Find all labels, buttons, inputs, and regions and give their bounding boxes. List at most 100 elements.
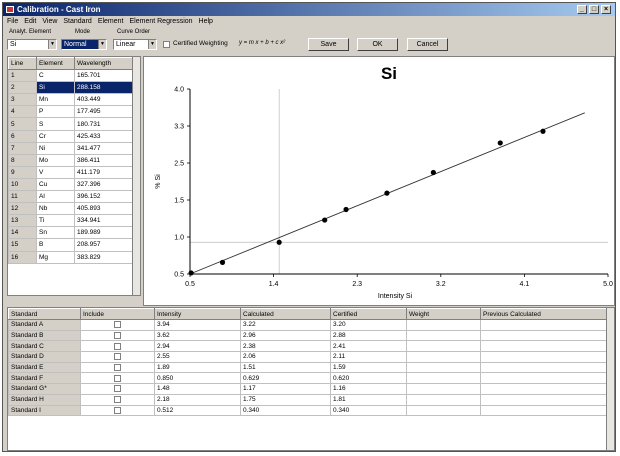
element-row[interactable]: 9 V 411.179 bbox=[8, 165, 133, 179]
standard-name-cell[interactable]: Standard G* bbox=[8, 383, 81, 395]
include-checkbox[interactable] bbox=[114, 342, 121, 350]
element-row[interactable]: 7 Ni 341.477 bbox=[8, 141, 133, 155]
standard-row[interactable]: Standard F 0.850 0.629 0.620 bbox=[8, 372, 607, 385]
element-cell-element[interactable]: Ti bbox=[36, 214, 75, 228]
element-row[interactable]: 14 Sn 189.989 bbox=[8, 226, 133, 240]
calculated-cell[interactable]: 1.17 bbox=[240, 383, 331, 395]
element-cell-line[interactable]: 3 bbox=[8, 93, 37, 107]
intensity-cell[interactable]: 1.89 bbox=[154, 361, 241, 374]
element-row[interactable]: 12 Nb 405.893 bbox=[8, 202, 133, 216]
previous-calculated-cell[interactable] bbox=[480, 329, 607, 342]
intensity-cell[interactable]: 2.55 bbox=[154, 351, 241, 363]
element-row[interactable]: 11 Al 396.152 bbox=[8, 190, 133, 204]
element-cell-element[interactable]: B bbox=[36, 238, 75, 252]
analyt-element-select[interactable]: Si ▼ bbox=[7, 39, 57, 50]
calculated-cell[interactable]: 2.96 bbox=[240, 329, 331, 342]
standard-row[interactable]: Standard H 2.18 1.75 1.81 bbox=[8, 393, 607, 406]
calculated-cell[interactable]: 0.340 bbox=[240, 404, 331, 417]
standard-name-cell[interactable]: Standard A bbox=[8, 319, 81, 331]
previous-calculated-cell[interactable] bbox=[480, 383, 607, 395]
include-checkbox[interactable] bbox=[114, 321, 121, 329]
include-checkbox[interactable] bbox=[114, 385, 121, 393]
ok-button[interactable]: OK bbox=[357, 38, 398, 51]
include-cell[interactable] bbox=[80, 351, 155, 363]
include-cell[interactable] bbox=[80, 404, 155, 417]
weight-cell[interactable] bbox=[406, 319, 481, 331]
previous-calculated-cell[interactable] bbox=[480, 372, 607, 385]
standard-name-cell[interactable]: Standard D bbox=[8, 351, 81, 363]
element-cell-line[interactable]: 14 bbox=[8, 226, 37, 240]
certified-cell[interactable]: 1.16 bbox=[330, 383, 407, 395]
standards-table-scrollbar[interactable] bbox=[606, 308, 614, 450]
element-row[interactable]: 10 Cu 327.396 bbox=[8, 177, 133, 192]
element-cell-element[interactable]: Ni bbox=[36, 141, 75, 155]
previous-calculated-cell[interactable] bbox=[480, 404, 607, 417]
element-cell-line[interactable]: 11 bbox=[8, 190, 37, 204]
element-cell-line[interactable]: 12 bbox=[8, 202, 37, 216]
element-cell-wavelength[interactable]: 165.701 bbox=[74, 69, 133, 83]
element-cell-element[interactable]: S bbox=[36, 117, 75, 131]
menu-edit[interactable]: Edit bbox=[24, 18, 37, 25]
menu-help[interactable]: Help bbox=[198, 18, 213, 25]
menu-element-regression[interactable]: Element Regression bbox=[129, 18, 193, 25]
header-include[interactable]: Include bbox=[80, 308, 155, 320]
include-checkbox[interactable] bbox=[114, 396, 121, 404]
certified-cell[interactable]: 3.20 bbox=[330, 319, 407, 331]
standard-name-cell[interactable]: Standard B bbox=[8, 329, 81, 342]
calculated-cell[interactable]: 2.38 bbox=[240, 340, 331, 353]
cancel-button[interactable]: Cancel bbox=[407, 38, 448, 51]
weight-cell[interactable] bbox=[406, 361, 481, 374]
element-cell-element[interactable]: Sn bbox=[36, 226, 75, 240]
include-checkbox[interactable] bbox=[114, 374, 121, 382]
element-cell-element[interactable]: P bbox=[36, 105, 75, 119]
certified-cell[interactable]: 0.620 bbox=[330, 372, 407, 385]
element-cell-element[interactable]: V bbox=[36, 165, 75, 179]
calculated-cell[interactable]: 3.22 bbox=[240, 319, 331, 331]
element-row[interactable]: 8 Mo 386.411 bbox=[8, 153, 133, 167]
element-cell-element[interactable]: Cr bbox=[36, 129, 75, 143]
calculated-cell[interactable]: 1.75 bbox=[240, 393, 331, 406]
header-line[interactable]: Line bbox=[8, 57, 37, 71]
element-cell-wavelength[interactable]: 177.495 bbox=[74, 105, 133, 119]
weight-cell[interactable] bbox=[406, 404, 481, 417]
element-cell-line[interactable]: 10 bbox=[8, 177, 37, 192]
element-cell-line[interactable]: 8 bbox=[8, 153, 37, 167]
header-previous-calculated[interactable]: Previous Calculated bbox=[480, 308, 607, 320]
element-cell-wavelength[interactable]: 403.449 bbox=[74, 93, 133, 107]
weight-cell[interactable] bbox=[406, 329, 481, 342]
element-cell-wavelength[interactable]: 208.957 bbox=[74, 238, 133, 252]
element-cell-wavelength[interactable]: 334.941 bbox=[74, 214, 133, 228]
element-cell-line[interactable]: 2 bbox=[8, 81, 37, 95]
include-cell[interactable] bbox=[80, 361, 155, 374]
standard-row[interactable]: Standard D 2.55 2.06 2.11 bbox=[8, 351, 607, 363]
element-cell-line[interactable]: 6 bbox=[8, 129, 37, 143]
standard-row[interactable]: Standard B 3.62 2.96 2.88 bbox=[8, 329, 607, 342]
standard-name-cell[interactable]: Standard E bbox=[8, 361, 81, 374]
element-cell-wavelength[interactable]: 189.989 bbox=[74, 226, 133, 240]
element-cell-wavelength[interactable]: 405.893 bbox=[74, 202, 133, 216]
previous-calculated-cell[interactable] bbox=[480, 319, 607, 331]
element-table-scrollbar[interactable] bbox=[132, 57, 140, 295]
intensity-cell[interactable]: 2.94 bbox=[154, 340, 241, 353]
include-checkbox[interactable] bbox=[114, 406, 121, 414]
certified-cell[interactable]: 0.340 bbox=[330, 404, 407, 417]
element-cell-element[interactable]: Mo bbox=[36, 153, 75, 167]
element-cell-line[interactable]: 13 bbox=[8, 214, 37, 228]
intensity-cell[interactable]: 1.48 bbox=[154, 383, 241, 395]
weight-cell[interactable] bbox=[406, 393, 481, 406]
include-cell[interactable] bbox=[80, 329, 155, 342]
standard-row[interactable]: Standard G* 1.48 1.17 1.16 bbox=[8, 383, 607, 395]
weight-cell[interactable] bbox=[406, 372, 481, 385]
element-cell-wavelength[interactable]: 327.396 bbox=[74, 177, 133, 192]
standard-name-cell[interactable]: Standard C bbox=[8, 340, 81, 353]
element-cell-element[interactable]: Cu bbox=[36, 177, 75, 192]
include-cell[interactable] bbox=[80, 319, 155, 331]
maximize-button[interactable]: □ bbox=[589, 5, 599, 14]
standard-name-cell[interactable]: Standard F bbox=[8, 372, 81, 385]
previous-calculated-cell[interactable] bbox=[480, 351, 607, 363]
header-calculated[interactable]: Calculated bbox=[240, 308, 331, 320]
menu-file[interactable]: File bbox=[7, 18, 19, 25]
element-row[interactable]: 15 B 208.957 bbox=[8, 238, 133, 252]
include-checkbox[interactable] bbox=[114, 331, 121, 339]
calculated-cell[interactable]: 0.629 bbox=[240, 372, 331, 385]
